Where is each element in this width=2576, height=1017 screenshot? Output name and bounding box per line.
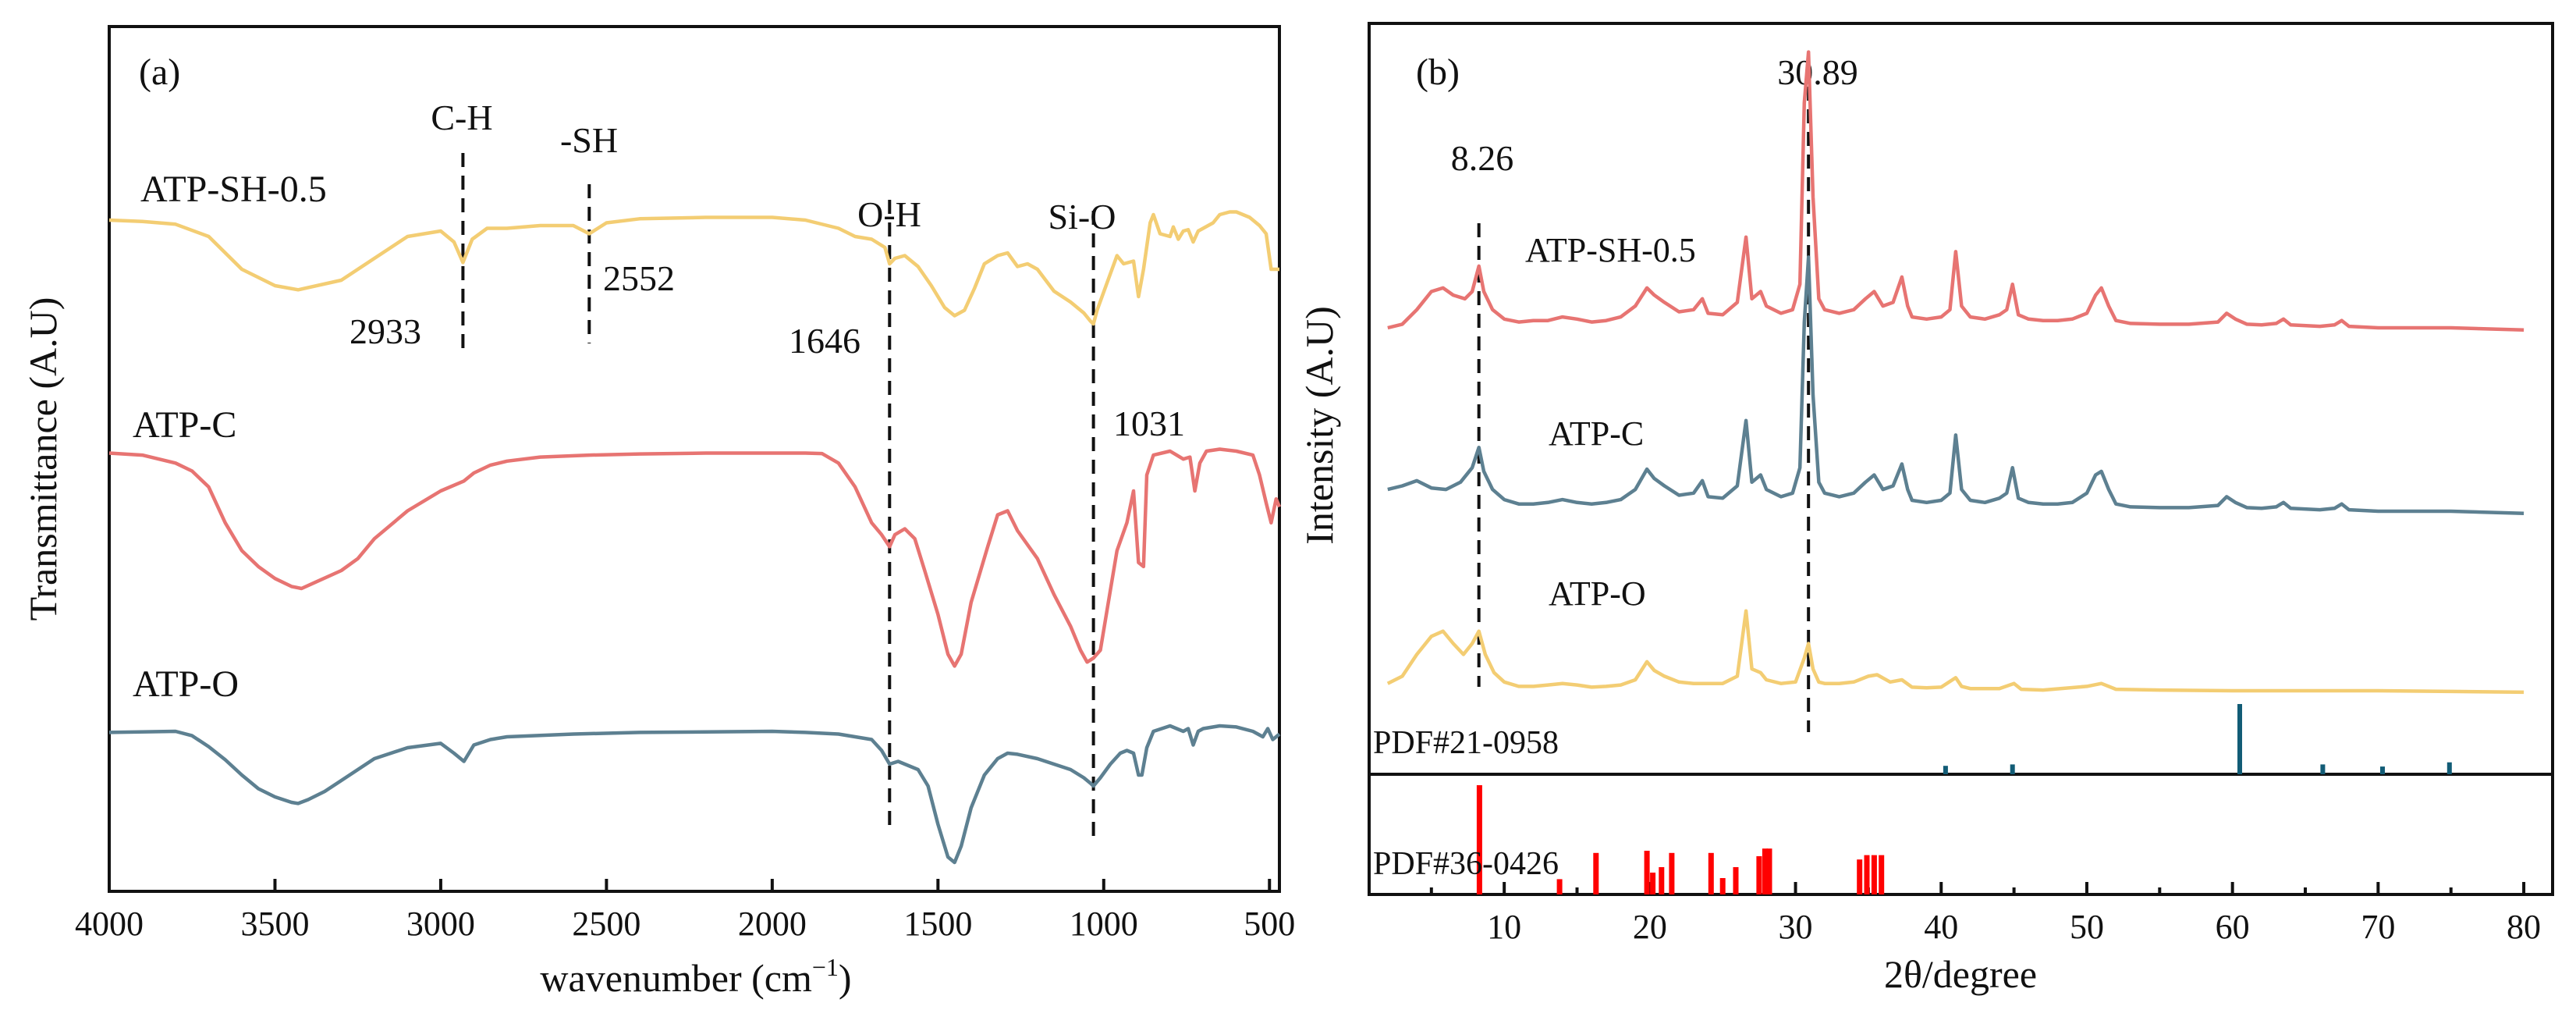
xrd-trace-atp-c [1387, 255, 2525, 516]
reference-peak-pdf-36-0426-25 [1719, 878, 1726, 894]
x-tick-label-70-deg: 70 [2361, 908, 2395, 946]
x-tick-label-500: 500 [1244, 905, 1295, 943]
panel-a-x-ticks: 4000 3500 3000 2500 2000 1500 1000 500 [75, 879, 1295, 943]
group-label-si-o: Si-O [1048, 197, 1116, 236]
reference-label-pdf-36-0426: PDF#36-0426 [1373, 846, 1559, 882]
reference-peak-pdf-36-0426-16.3 [1593, 852, 1599, 894]
x-tick-label-2500: 2500 [572, 905, 640, 943]
x-tick-label-1500: 1500 [903, 905, 972, 943]
reference-peak-pdf-36-0426-27.9 [1762, 848, 1768, 894]
ftir-trace-atp-c [108, 447, 1282, 668]
peak-label-2933: 2933 [349, 311, 421, 351]
reference-peak-pdf-36-0426-35.4 [1871, 855, 1877, 894]
reference-peak-pdf-36-0426-21.5 [1669, 852, 1675, 894]
panel-b-label: (b) [1416, 52, 1460, 93]
panel-b-traces [1386, 50, 2525, 695]
reference-peak-pdf-36-0426-13.8 [1556, 879, 1563, 894]
x-tick-label-40-deg: 40 [1924, 908, 1958, 946]
group-label-o-h: O-H [857, 194, 921, 234]
group-label-sh: -SH [560, 120, 618, 160]
group-label-c-h: C-H [431, 98, 492, 137]
reference-peak-pdf-21-0958-66.2 [2320, 764, 2326, 774]
x-tick-label-1000: 1000 [1070, 905, 1138, 943]
reference-peak-pdf-36-0426-19.8 [1644, 851, 1650, 894]
reference-peak-pdf-21-0958-44.9 [2010, 764, 2015, 774]
panel-a-y-axis-label: Transmittance (A.U) [21, 297, 65, 621]
panel-a-ftir: (a) 4000 3500 3000 2500 2000 1500 1000 500 C-H 2… [21, 25, 1295, 1000]
reference-peak-pdf-36-0426-34.4 [1857, 859, 1863, 894]
reference-label-pdf-21-0958: PDF#21-0958 [1373, 725, 1559, 761]
reference-peak-pdf-36-0426-24.2 [1708, 852, 1714, 894]
peak-label-2552: 2552 [603, 258, 675, 298]
x-tick-label-20-deg: 20 [1633, 908, 1667, 946]
x-tick-label-10-deg: 10 [1487, 908, 1521, 946]
panel-a-traces [108, 210, 1282, 865]
x-tick-label-4000: 4000 [75, 905, 144, 943]
x-tick-label-30-deg: 30 [1779, 908, 1813, 946]
peak-label-1031: 1031 [1113, 404, 1185, 443]
reference-peak-pdf-21-0958-60.5 [2237, 704, 2242, 774]
legend-label-atp-c-ftir: ATP-C [133, 404, 236, 446]
x-tick-label-50-deg: 50 [2070, 908, 2104, 946]
reference-peak-pdf-36-0426-35.9 [1879, 855, 1885, 894]
reference-peak-pdf-21-0958-40.3 [1943, 766, 1948, 774]
panel-a-plot-frame [108, 25, 1281, 893]
peak-label-30-89: 30.89 [1777, 52, 1858, 92]
legend-label-atp-o-ftir: ATP-O [133, 663, 239, 705]
x-tick-label-60-deg: 60 [2216, 908, 2250, 946]
x-tick-label-3000: 3000 [406, 905, 475, 943]
reference-peak-pdf-36-0426-8.3 [1476, 785, 1482, 894]
panel-b-xrd: (b) 10 20 30 40 50 60 70 80 8.26 30.89 ATP-SH-0.… [1297, 22, 2554, 996]
panel-b-markers: 8.26 30.89 [1451, 52, 1858, 732]
panel-a-label: (a) [139, 52, 180, 93]
x-tick-label-2000: 2000 [738, 905, 807, 943]
reference-peak-pdf-36-0426-25.9 [1733, 867, 1739, 894]
ftir-trace-atp-o [108, 724, 1281, 865]
legend-label-atp-c-xrd: ATP-C [1549, 414, 1644, 453]
panel-b-x-ticks: 10 20 30 40 50 60 70 80 [1429, 882, 2541, 946]
xrd-trace-atp-o [1386, 609, 2525, 695]
panel-a-x-axis-label: wavenumber (cm−1) [540, 953, 851, 1000]
reference-peak-pdf-36-0426-28.2 [1766, 848, 1772, 894]
reference-peak-pdf-36-0426-20.8 [1659, 867, 1665, 894]
legend-label-atp-sh-0-5-xrd: ATP-SH-0.5 [1525, 231, 1696, 269]
legend-label-atp-sh-0-5-ftir: ATP-SH-0.5 [140, 169, 327, 210]
xrd-trace-atp-sh-0-5 [1387, 50, 2525, 332]
reference-peak-pdf-36-0426-34.9 [1864, 855, 1870, 894]
panel-b-plot-frame [1368, 22, 2554, 896]
reference-peak-pdf-21-0958-70.3 [2380, 766, 2385, 774]
x-tick-label-80-deg: 80 [2507, 908, 2541, 946]
peak-label-8-26: 8.26 [1451, 138, 1514, 178]
peak-label-1646: 1646 [789, 321, 860, 361]
reference-peak-pdf-36-0426-27.5 [1756, 856, 1762, 894]
reference-peak-pdf-21-0958-74.9 [2446, 762, 2452, 774]
legend-label-atp-o-xrd: ATP-O [1549, 574, 1646, 613]
x-tick-label-3500: 3500 [240, 905, 309, 943]
panel-b-reference-patterns [1476, 704, 2452, 894]
panel-b-x-axis-label: 2θ/degree [1884, 952, 2037, 996]
ftir-trace-atp-sh-0-5 [108, 210, 1279, 326]
reference-peak-pdf-36-0426-20.2 [1650, 873, 1656, 894]
panel-b-y-axis-label: Intensity (A.U) [1297, 306, 1341, 545]
panel-a-markers: C-H 2933 -SH 2552 O-H 1646 Si-O 1031 [349, 98, 1185, 841]
